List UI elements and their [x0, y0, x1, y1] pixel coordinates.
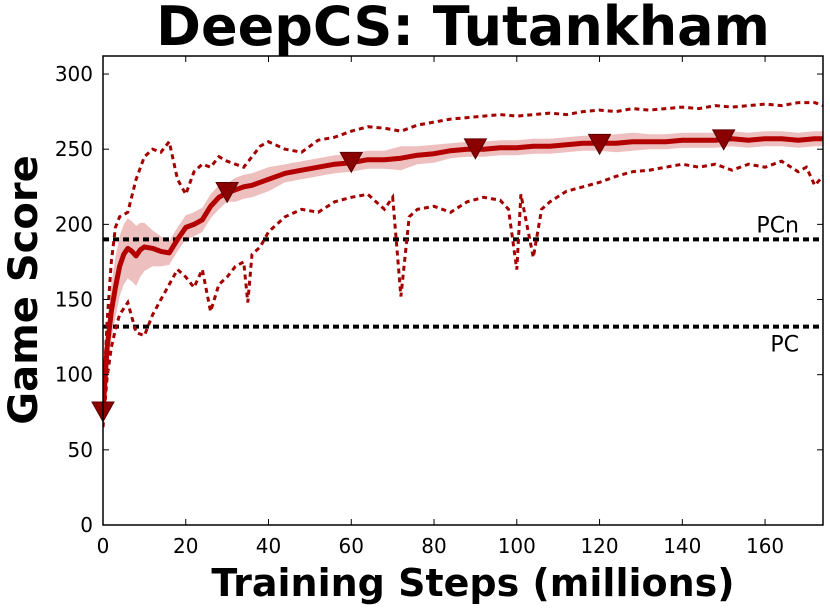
upper-bound-line — [103, 101, 823, 408]
axes-frame — [102, 55, 824, 526]
x-tick-label: 0 — [97, 534, 110, 558]
x-axis-label: Training Steps (millions) — [211, 561, 734, 605]
y-tick-label: 200 — [55, 212, 93, 236]
y-axis-label: Game Score — [1, 155, 47, 424]
reference-label-pc: PC — [770, 333, 799, 358]
plot-series — [103, 101, 823, 428]
marker-point — [215, 181, 239, 204]
y-tick-label: 100 — [55, 363, 93, 387]
y-tick-label: 300 — [55, 62, 93, 86]
mean-line — [103, 136, 823, 415]
marker-point — [339, 151, 364, 174]
marker-point — [711, 129, 736, 151]
x-tick-label: 60 — [339, 534, 364, 558]
y-tick-label: 0 — [80, 513, 93, 537]
x-tick-label: 160 — [746, 534, 784, 558]
y-tick-label: 150 — [55, 288, 93, 312]
y-tick-label: 250 — [55, 137, 93, 161]
reference-label-pcn: PCn — [756, 213, 799, 238]
marker-point — [587, 133, 612, 156]
y-tick-label: 50 — [68, 438, 93, 462]
chart-title: DeepCS: Tutankham — [156, 0, 770, 58]
marker-point — [463, 138, 488, 160]
x-tick-label: 80 — [421, 534, 446, 558]
x-tick-label: 40 — [256, 534, 281, 558]
confidence-band — [103, 131, 823, 425]
x-tick-label: 120 — [580, 534, 618, 558]
x-tick-label: 140 — [663, 534, 701, 558]
lower-bound-line — [103, 159, 823, 428]
x-tick-label: 100 — [498, 534, 536, 558]
plot-area: PCn PC 0 20 40 60 80 100 120 140 160 0 50 100 150 200 25… — [55, 55, 824, 558]
x-tick-label: 20 — [173, 534, 198, 558]
